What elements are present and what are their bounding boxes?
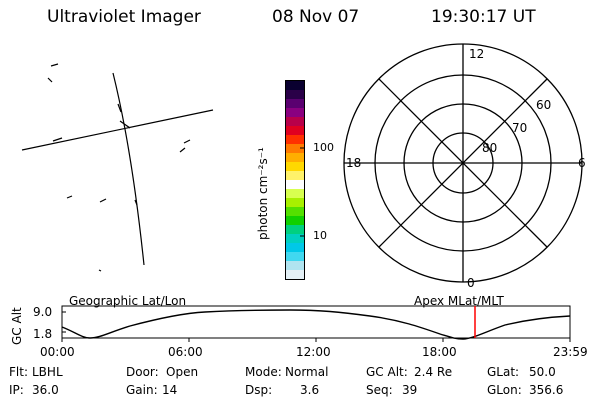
colorbar-segment xyxy=(286,198,304,208)
map-meridian-line xyxy=(112,72,145,266)
orbit-ylabel: GC Alt xyxy=(10,307,24,345)
intensity-colorbar xyxy=(285,80,305,280)
mlt-label-18: 18 xyxy=(346,156,362,170)
info-door-value: Open xyxy=(166,365,199,379)
colorbar-segment xyxy=(286,153,304,163)
info-gcalt-value: 2.4 Re xyxy=(414,365,453,379)
orbit-altitude-curve xyxy=(61,309,571,340)
orbit-tick-2359: 23:59 xyxy=(553,345,588,359)
orbit-left-label: Geographic Lat/Lon xyxy=(69,294,187,308)
map-parallel-line xyxy=(21,109,214,151)
colorbar-segment xyxy=(286,225,304,235)
info-dsp-value: 3.6 xyxy=(300,383,320,397)
info-ip-value: 36.0 xyxy=(32,383,59,397)
colorbar-segment xyxy=(286,243,304,253)
colorbar-segment xyxy=(286,135,304,145)
orbit-tick-1800: 18:00 xyxy=(422,345,457,359)
info-flt-label: Flt: xyxy=(9,365,28,379)
info-glon-label: GLon: xyxy=(487,383,522,397)
orbit-tick-0600: 06:00 xyxy=(168,345,203,359)
info-seq-label: Seq: xyxy=(366,383,393,397)
mlat-label-80: 80 xyxy=(482,141,498,155)
mlt-label-0: 0 xyxy=(467,276,475,290)
colorbar-segment xyxy=(286,270,304,279)
orbit-y-high: 9.0 xyxy=(33,305,53,319)
colorbar-segment xyxy=(286,216,304,226)
colorbar-segment xyxy=(286,117,304,127)
info-mode-label: Mode: xyxy=(245,365,282,379)
colorbar-unit-label: photon cm⁻²s⁻¹ xyxy=(256,147,270,240)
colorbar-segment xyxy=(286,99,304,109)
mlt-label-12: 12 xyxy=(469,47,485,61)
colorbar-segment xyxy=(286,126,304,136)
colorbar-segment xyxy=(286,81,304,91)
colorbar-segment xyxy=(286,252,304,262)
info-glon-value: 356.6 xyxy=(529,383,564,397)
mlat-label-70: 70 xyxy=(512,121,528,135)
app-title: Ultraviolet Imager xyxy=(47,7,201,27)
colorbar-segment xyxy=(286,207,304,217)
colorbar-tick-10: 10 xyxy=(313,229,327,242)
colorbar-segment xyxy=(286,162,304,172)
info-flt-value: LBHL xyxy=(32,365,63,379)
info-glat-value: 50.0 xyxy=(529,365,556,379)
colorbar-segment xyxy=(286,108,304,118)
colorbar-segment xyxy=(286,234,304,244)
orbit-tick-1200: 12:00 xyxy=(296,345,331,359)
info-gain-value: 14 xyxy=(162,383,178,397)
colorbar-segment xyxy=(286,144,304,154)
info-glat-label: GLat: xyxy=(487,365,520,379)
orbit-tick-0000: 00:00 xyxy=(40,345,75,359)
info-gcalt-label: GC Alt: xyxy=(366,365,408,379)
observation-time: 19:30:17 UT xyxy=(431,7,536,27)
orbit-right-label: Apex MLat/MLT xyxy=(414,294,504,308)
info-dsp-label: Dsp: xyxy=(245,383,273,397)
mlt-label-6: 6 xyxy=(578,156,586,170)
info-gain-label: Gain: xyxy=(126,383,158,397)
colorbar-segment xyxy=(286,261,304,271)
orbit-y-low: 1.8 xyxy=(33,327,53,341)
info-seq-value: 39 xyxy=(402,383,418,397)
colorbar-segment xyxy=(286,171,304,181)
colorbar-segment xyxy=(286,189,304,199)
colorbar-tick-100: 100 xyxy=(313,141,334,154)
info-door-label: Door: xyxy=(126,365,159,379)
colorbar-segment xyxy=(286,90,304,100)
mlat-label-60: 60 xyxy=(536,98,552,112)
info-ip-label: IP: xyxy=(9,383,24,397)
colorbar-segment xyxy=(286,180,304,190)
info-mode-value: Normal xyxy=(285,365,329,379)
observation-date: 08 Nov 07 xyxy=(272,7,360,27)
